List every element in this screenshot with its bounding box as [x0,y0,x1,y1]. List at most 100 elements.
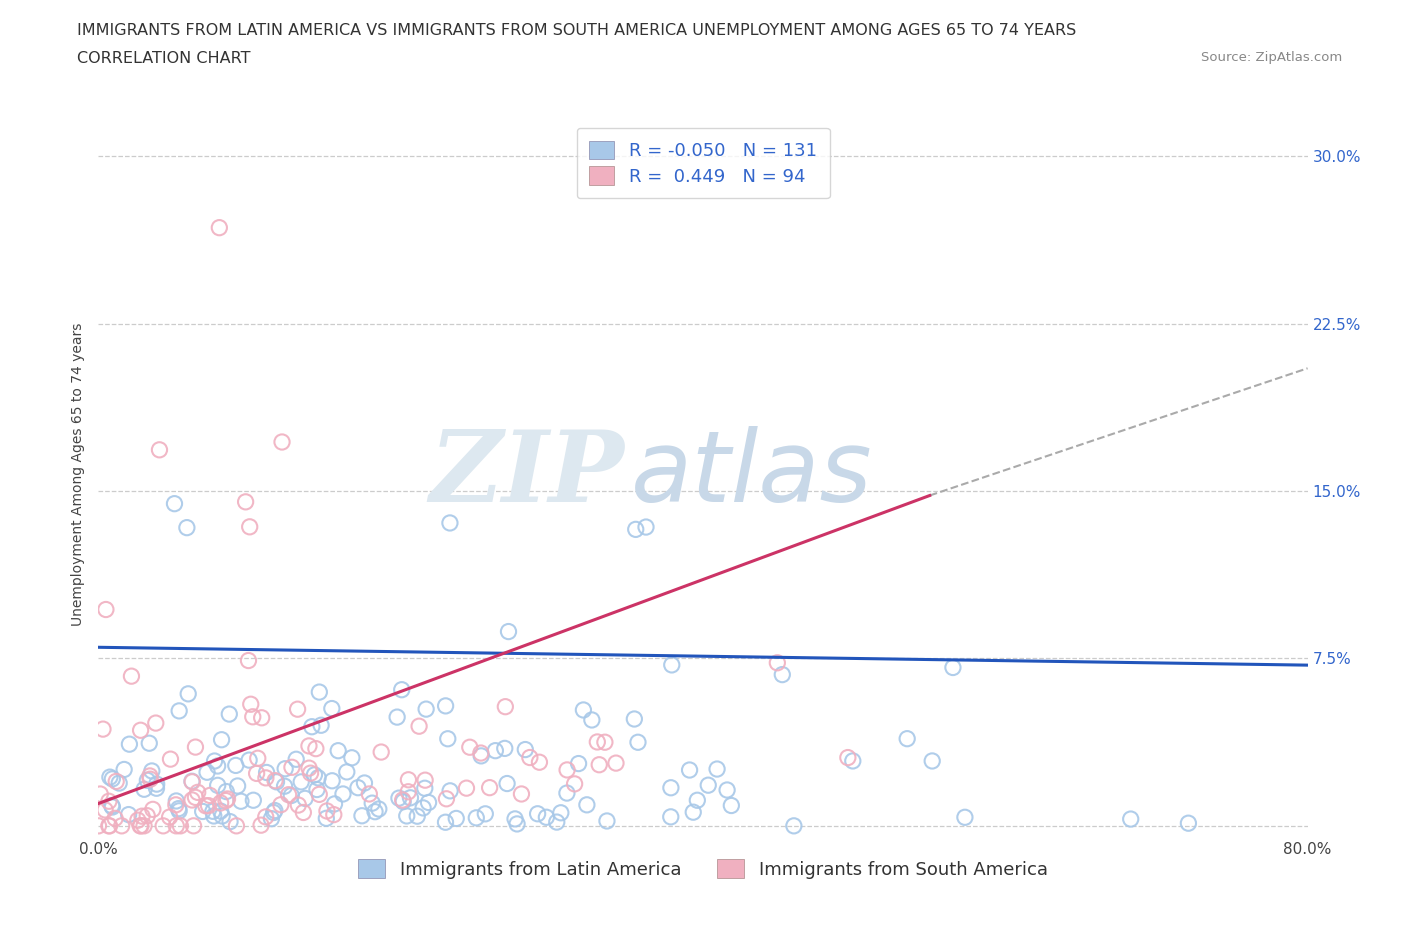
Point [399,790,422,805]
Point [515,742,537,757]
Point [686,792,709,807]
Point [415,701,437,716]
Point [706,762,728,777]
Point [837,751,859,765]
Point [112,762,135,777]
Point [510,787,533,802]
Point [385,710,408,724]
Point [209,795,232,810]
Point [315,811,337,826]
Point [332,787,354,802]
Point [353,776,375,790]
Point [266,775,288,790]
Point [921,753,943,768]
Point [322,807,344,822]
Point [263,805,285,820]
Point [246,751,269,765]
Point [783,818,806,833]
Point [165,793,187,808]
Point [136,808,159,823]
Point [139,768,162,783]
Point [623,711,645,726]
Point [287,798,309,813]
Point [1177,816,1199,830]
Point [568,756,591,771]
Point [555,786,578,801]
Point [226,778,249,793]
Point [624,522,647,537]
Point [145,716,167,731]
Point [465,810,488,825]
Point [593,735,616,750]
Point [215,784,238,799]
Point [97,818,120,833]
Point [91,722,114,737]
Point [336,764,359,779]
Point [217,791,239,806]
Point [94,803,117,817]
Point [139,772,162,787]
Point [242,710,264,724]
Point [697,777,720,792]
Point [101,772,124,787]
Point [260,811,283,826]
Point [209,804,232,818]
Point [458,739,481,754]
Point [132,818,155,833]
Point [134,782,156,797]
Point [564,777,586,791]
Point [519,751,541,765]
Point [250,711,273,725]
Point [682,804,704,819]
Point [298,761,321,776]
Point [413,781,436,796]
Point [108,776,131,790]
Point [195,764,218,779]
Point [211,808,233,823]
Point [145,777,167,791]
Point [546,815,568,830]
Point [180,774,202,789]
Point [159,751,181,766]
Point [478,780,501,795]
Point [183,818,205,833]
Point [770,667,793,682]
Point [238,752,260,767]
Point [136,773,159,788]
Point [218,707,240,722]
Point [298,738,321,753]
Text: IMMIGRANTS FROM LATIN AMERICA VS IMMIGRANTS FROM SOUTH AMERICA UNEMPLOYMENT AMON: IMMIGRANTS FROM LATIN AMERICA VS IMMIGRA… [77,23,1077,38]
Point [271,434,294,449]
Point [184,739,207,754]
Point [152,818,174,833]
Point [316,804,339,818]
Point [391,683,413,698]
Point [953,810,976,825]
Point [1119,812,1142,827]
Point [412,801,434,816]
Point [309,718,332,733]
Point [187,785,209,800]
Point [129,723,152,737]
Point [536,810,558,825]
Point [270,797,292,812]
Point [207,759,229,774]
Point [131,809,153,824]
Point [323,796,346,811]
Point [413,773,436,788]
Point [550,805,572,820]
Point [97,794,120,809]
Point [118,737,141,751]
Point [361,796,384,811]
Point [242,792,264,807]
Point [292,805,315,820]
Point [370,745,392,760]
Point [294,790,316,805]
Point [359,787,381,802]
Point [194,798,217,813]
Point [392,794,415,809]
Point [215,793,238,808]
Text: atlas: atlas [630,426,872,523]
Point [555,763,578,777]
Point [219,814,242,829]
